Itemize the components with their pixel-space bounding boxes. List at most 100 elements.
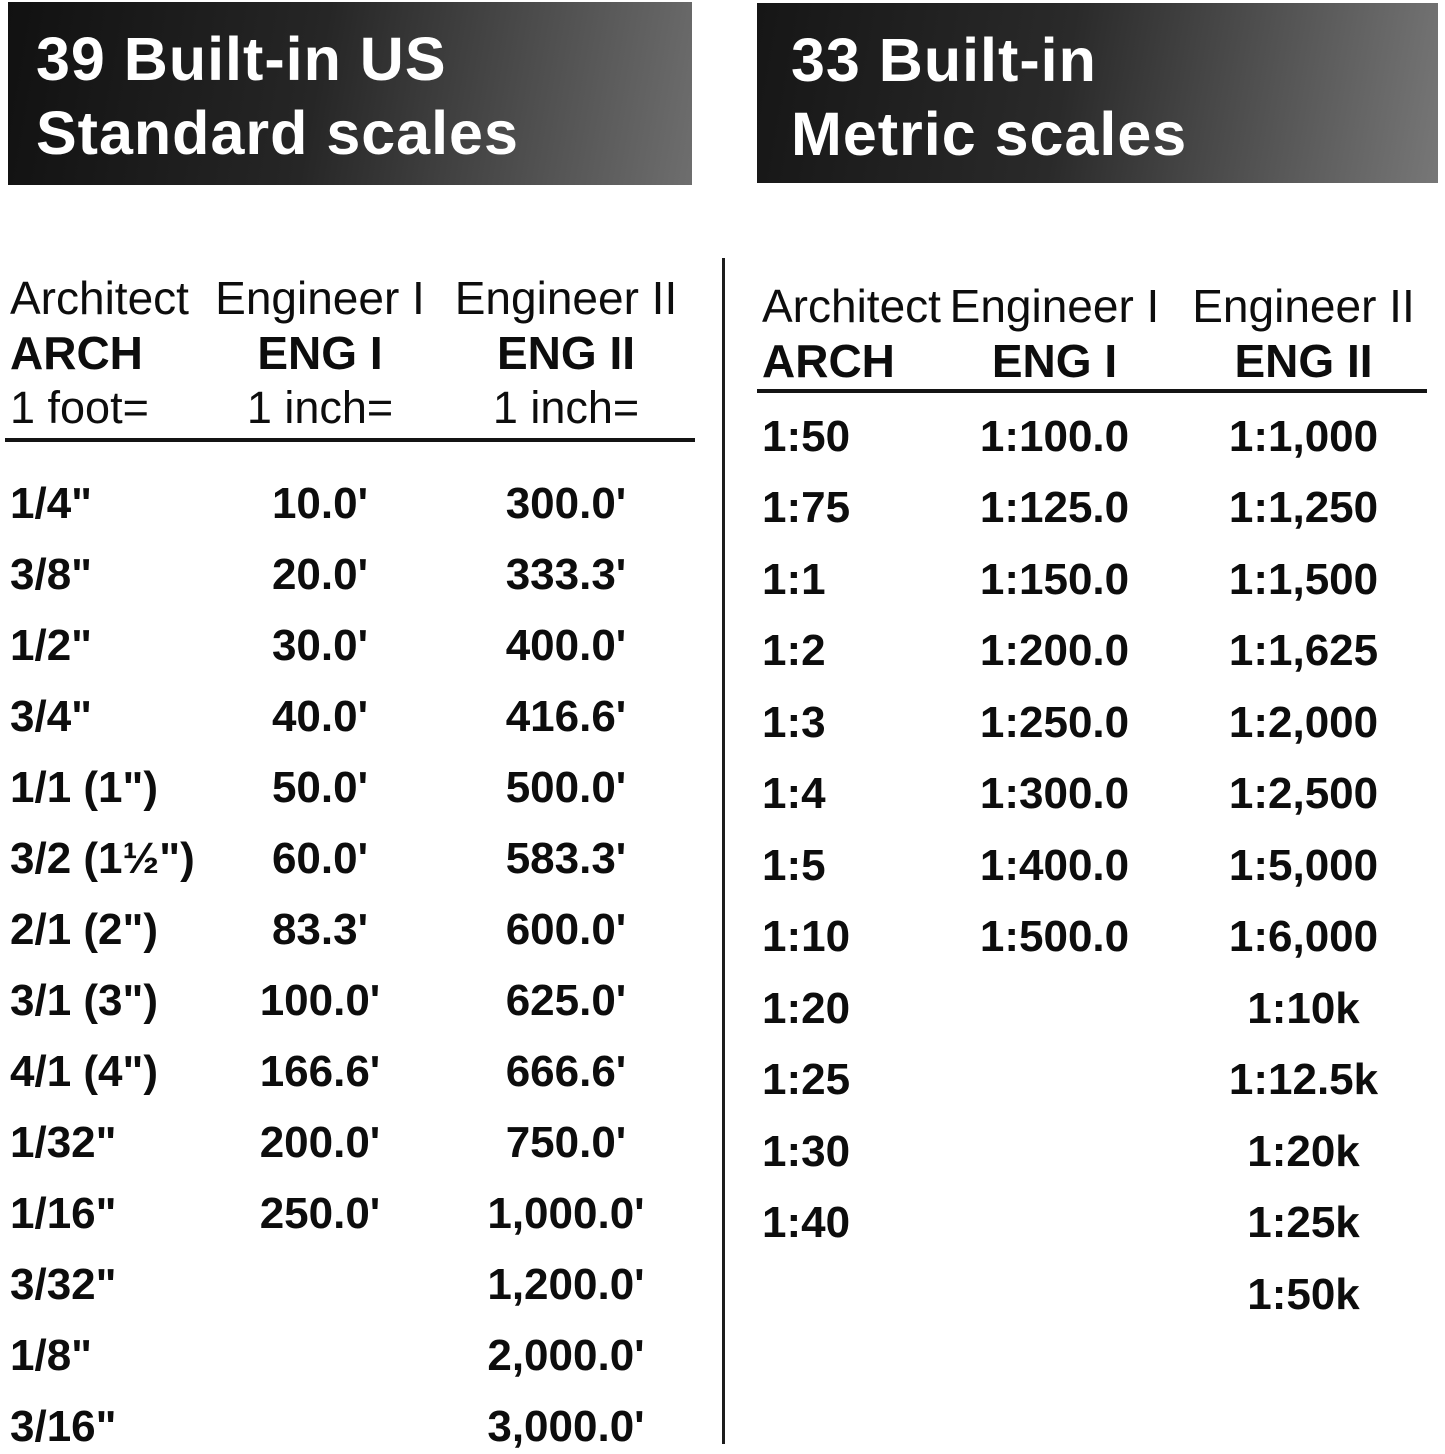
metric-col-engineer2: Engineer II [1192,279,1415,332]
table-cell: 2/1 (2") [10,904,159,954]
table-cell: 3,000.0' [487,1401,645,1451]
table-cell: 1:3 [762,697,826,747]
us-header-names-row: Architect Engineer I Engineer II [5,270,697,325]
table-cell: 3/2 (1½") [10,833,195,883]
table-cell: 200.0' [259,1117,381,1167]
table-cell: 1:100.0 [979,411,1130,461]
table-row: 1/4" 10.0' 300.0' [5,468,697,539]
table-row: 1:30 1:20k [757,1116,1445,1188]
metric-header-abbrs-row: ARCH ENG I ENG II [757,333,1445,388]
table-row: 1:1 1:150.0 1:1,500 [757,544,1445,616]
table-cell: 1:75 [762,483,851,533]
table-row: 3/32" 1,200.0' [5,1249,697,1320]
table-cell: 3/16" [10,1401,117,1451]
metric-table-header: Architect Engineer I Engineer II ARCH EN… [757,278,1445,388]
table-cell: 1/8" [10,1330,93,1380]
table-row: 1/8" 2,000.0' [5,1320,697,1391]
us-header-abbrs-row: ARCH ENG I ENG II [5,325,697,380]
table-row: 4/1 (4") 166.6' 666.6' [5,1036,697,1107]
us-unit-arch: 1 foot= [10,381,149,433]
table-cell: 1/2" [10,620,93,670]
table-row: 3/16" 3,000.0' [5,1391,697,1454]
table-cell: 20.0' [271,549,369,599]
table-cell: 1/1 (1") [10,762,159,812]
table-cell: 83.3' [271,904,369,954]
banner-us-line2: Standard scales [36,99,519,167]
table-cell: 500.0' [505,762,627,812]
table-cell: 3/32" [10,1259,117,1309]
table-cell: 1:1,250 [1228,483,1379,533]
table-row: 1:25 1:12.5k [757,1045,1445,1117]
table-cell: 1:25k [1247,1198,1360,1248]
table-row: 3/4" 40.0' 416.6' [5,681,697,752]
table-cell: 60.0' [271,833,369,883]
table-cell: 1/4" [10,478,93,528]
table-row: 1:50k [757,1259,1445,1331]
table-cell: 250.0' [259,1188,381,1238]
table-cell: 600.0' [505,904,627,954]
metric-col-architect: Architect [762,279,941,332]
table-row: 1:10 1:500.0 1:6,000 [757,902,1445,974]
table-cell: 1:5 [762,840,826,890]
table-cell: 3/1 (3") [10,975,159,1025]
table-cell: 1,200.0' [487,1259,645,1309]
table-cell: 1:30 [762,1126,851,1176]
banner-metric-line1: 33 Built-in [791,26,1097,94]
us-abbr-eng1: ENG I [257,326,383,379]
table-cell: 1,000.0' [487,1188,645,1238]
table-cell: 1:50k [1247,1269,1360,1319]
metric-table-body: 1:50 1:100.0 1:1,000 1:75 1:125.0 1:1,25… [757,401,1445,1331]
table-cell: 1:1,625 [1228,626,1379,676]
table-row: 1:4 1:300.0 1:2,500 [757,759,1445,831]
table-cell: 1/32" [10,1117,117,1167]
us-standard-table: Architect Engineer I Engineer II ARCH EN… [5,270,697,1454]
table-row: 3/2 (1½") 60.0' 583.3' [5,823,697,894]
table-row: 3/1 (3") 100.0' 625.0' [5,965,697,1036]
metric-header-names-row: Architect Engineer I Engineer II [757,278,1445,333]
table-cell: 1:300.0 [979,769,1130,819]
table-row: 1:75 1:125.0 1:1,250 [757,473,1445,545]
table-cell: 1:1,000 [1228,411,1379,461]
table-cell: 3/8" [10,549,93,599]
table-cell: 4/1 (4") [10,1046,159,1096]
table-cell: 1:20k [1247,1126,1360,1176]
table-cell: 1:200.0 [979,626,1130,676]
us-unit-eng1: 1 inch= [246,381,394,433]
table-cell: 583.3' [505,833,627,883]
table-cell: 300.0' [505,478,627,528]
us-table-header: Architect Engineer I Engineer II ARCH EN… [5,270,697,435]
table-cell: 1:10 [762,912,851,962]
table-row: 1:3 1:250.0 1:2,000 [757,687,1445,759]
us-col-engineer1: Engineer I [215,271,425,324]
table-cell: 1:4 [762,769,826,819]
metric-abbr-eng2: ENG II [1234,334,1373,387]
table-cell: 30.0' [271,620,369,670]
table-cell: 400.0' [505,620,627,670]
table-cell: 1:10k [1247,983,1360,1033]
table-cell: 1:2,000 [1228,697,1379,747]
table-cell: 1:25 [762,1055,851,1105]
table-row: 1/32" 200.0' 750.0' [5,1107,697,1178]
table-cell: 750.0' [505,1117,627,1167]
us-col-engineer2: Engineer II [454,271,678,324]
us-abbr-eng2: ENG II [496,326,636,379]
table-cell: 2,000.0' [487,1330,645,1380]
table-row: 1:40 1:25k [757,1188,1445,1260]
banner-us-line1: 39 Built-in US [36,25,447,93]
table-cell: 1:6,000 [1228,912,1379,962]
table-divider [722,258,725,1444]
us-col-architect: Architect [10,271,189,324]
metric-abbr-eng1: ENG I [991,334,1118,387]
metric-table: Architect Engineer I Engineer II ARCH EN… [757,278,1445,1331]
table-cell: 166.6' [259,1046,381,1096]
banner-us-standard: 39 Built-in US Standard scales [8,2,692,185]
table-cell: 10.0' [271,478,369,528]
us-table-rule [5,438,695,442]
table-cell: 1:500.0 [979,912,1130,962]
table-cell: 1:400.0 [979,840,1130,890]
table-cell: 1:150.0 [979,554,1130,604]
us-table-body: 1/4" 10.0' 300.0' 3/8" 20.0' 333.3' 1/2"… [5,468,697,1454]
us-unit-eng2: 1 inch= [492,381,640,433]
table-cell: 625.0' [505,975,627,1025]
